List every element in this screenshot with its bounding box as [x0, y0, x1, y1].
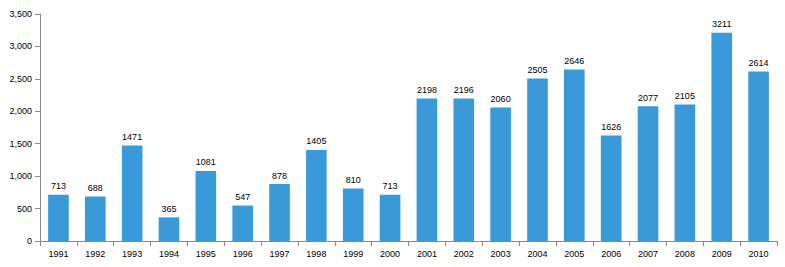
- svg-text:1405: 1405: [306, 136, 326, 146]
- svg-text:2,000: 2,000: [9, 106, 32, 116]
- svg-text:365: 365: [161, 204, 176, 214]
- svg-text:500: 500: [17, 204, 32, 214]
- svg-text:1626: 1626: [601, 122, 621, 132]
- svg-text:2000: 2000: [380, 249, 400, 259]
- svg-text:2002: 2002: [454, 249, 474, 259]
- svg-text:2003: 2003: [491, 249, 511, 259]
- svg-text:0: 0: [27, 236, 32, 246]
- svg-text:2505: 2505: [527, 65, 547, 75]
- svg-text:1992: 1992: [85, 249, 105, 259]
- svg-text:3211: 3211: [712, 19, 731, 29]
- svg-text:1994: 1994: [159, 249, 179, 259]
- svg-text:713: 713: [51, 181, 66, 191]
- svg-text:2004: 2004: [527, 249, 547, 259]
- svg-text:2008: 2008: [675, 249, 695, 259]
- svg-text:2646: 2646: [564, 56, 584, 66]
- svg-text:1998: 1998: [306, 249, 326, 259]
- svg-text:1,000: 1,000: [9, 171, 32, 181]
- svg-text:2010: 2010: [749, 249, 769, 259]
- svg-text:1995: 1995: [196, 249, 216, 259]
- svg-text:1,500: 1,500: [9, 139, 32, 149]
- svg-text:1081: 1081: [196, 157, 216, 167]
- svg-text:3,000: 3,000: [9, 41, 32, 51]
- svg-text:2009: 2009: [712, 249, 732, 259]
- svg-text:3,500: 3,500: [9, 9, 32, 19]
- svg-text:688: 688: [88, 183, 103, 193]
- svg-text:1997: 1997: [270, 249, 290, 259]
- svg-text:810: 810: [346, 175, 361, 185]
- svg-text:2,500: 2,500: [9, 74, 32, 84]
- svg-text:1471: 1471: [122, 132, 142, 142]
- svg-text:713: 713: [383, 181, 398, 191]
- svg-text:2005: 2005: [564, 249, 584, 259]
- svg-text:547: 547: [235, 192, 250, 202]
- svg-text:2060: 2060: [491, 94, 511, 104]
- svg-text:2001: 2001: [417, 249, 437, 259]
- svg-text:1999: 1999: [343, 249, 363, 259]
- svg-text:2007: 2007: [638, 249, 658, 259]
- svg-text:1993: 1993: [122, 249, 142, 259]
- svg-text:1996: 1996: [233, 249, 253, 259]
- svg-text:2006: 2006: [601, 249, 621, 259]
- svg-text:2077: 2077: [638, 93, 658, 103]
- svg-text:878: 878: [272, 171, 287, 181]
- svg-text:2196: 2196: [454, 85, 474, 95]
- svg-text:2614: 2614: [749, 58, 769, 68]
- svg-text:2198: 2198: [417, 85, 437, 95]
- svg-text:1991: 1991: [48, 249, 68, 259]
- svg-text:2105: 2105: [675, 91, 695, 101]
